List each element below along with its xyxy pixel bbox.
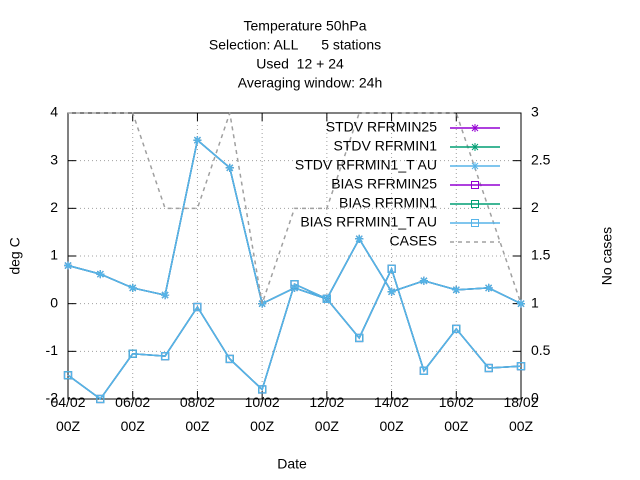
y2-tick-label: 1.5 (531, 247, 551, 263)
legend-label: BIAS RFRMIN25 (331, 176, 437, 192)
marker (387, 264, 396, 273)
marker (225, 163, 234, 172)
marker (419, 366, 429, 375)
legend-label: BIAS RFRMIN1 (339, 195, 437, 211)
y-tick-label: 0 (50, 294, 58, 310)
x-axis-label: Date (277, 456, 307, 472)
x-tick-label: 14/02 00Z (374, 394, 410, 434)
marker (484, 283, 493, 292)
marker (64, 261, 72, 270)
legend-marker (471, 124, 479, 132)
legend-marker (471, 181, 479, 189)
marker (419, 276, 428, 285)
x-tick-label: 16/02 00Z (438, 394, 474, 434)
x-tick-label: 10/02 00Z (244, 394, 280, 434)
marker (355, 234, 364, 243)
marker (96, 270, 105, 279)
y-tick-label: 4 (50, 104, 58, 120)
marker (452, 285, 461, 294)
legend-label: STDV RFRMIN25 (326, 119, 437, 135)
x-tick-label: 06/02 00Z (115, 394, 151, 434)
y2-tick-label: 1 (531, 294, 539, 310)
legend-label: BIAS RFRMIN1_T AU (300, 214, 437, 230)
marker (160, 352, 170, 361)
x-tick-label: 18/02 00Z (503, 394, 539, 434)
legend-label: CASES (390, 233, 437, 249)
marker (290, 280, 299, 289)
y2-tick-label: 0.5 (531, 342, 551, 358)
marker (484, 363, 493, 373)
legend-label: STDV RFRMIN1 (334, 138, 438, 154)
chart-title: Temperature 50hPa (244, 18, 367, 34)
plot-border (67, 112, 522, 400)
marker (452, 324, 461, 334)
y-tick-label: 1 (50, 247, 58, 263)
marker (355, 333, 364, 343)
y2-tick-label: 3 (531, 104, 539, 120)
marker (63, 371, 73, 380)
marker (193, 302, 202, 312)
legend-label: STDV RFRMIN1_T AU (295, 157, 437, 173)
marker (517, 299, 525, 308)
subtitle: Used 12 + 24 (256, 56, 344, 72)
marker (225, 354, 234, 364)
marker (96, 394, 105, 404)
x-tick-label: 04/02 00Z (50, 394, 86, 434)
y2-tick-label: 2.5 (531, 151, 551, 167)
legend-marker (471, 219, 479, 227)
marker (193, 136, 202, 145)
y-axis-label: deg C (7, 237, 23, 274)
legend-marker (471, 162, 479, 170)
y-tick-label: -1 (46, 342, 59, 358)
marker (516, 362, 526, 371)
marker (322, 294, 331, 303)
y-tick-label: -2 (46, 390, 59, 406)
subtitle: Selection: ALL 5 stations (209, 37, 381, 53)
y-tick-label: 3 (50, 151, 58, 167)
legend-marker (471, 143, 479, 151)
x-tick-label: 12/02 00Z (309, 394, 345, 434)
marker (258, 385, 267, 394)
marker (161, 291, 170, 300)
series-line (68, 112, 522, 304)
y-tick-label: 2 (50, 199, 58, 215)
y2-tick-label: 0 (531, 390, 539, 406)
series-line (67, 266, 522, 401)
y2-tick-label: 2 (531, 199, 539, 215)
marker (128, 283, 137, 292)
marker (128, 349, 137, 358)
y2-axis-label: No cases (599, 227, 615, 285)
marker (387, 287, 396, 296)
x-tick-label: 08/02 00Z (179, 394, 215, 434)
subtitle: Averaging window: 24h (238, 75, 383, 91)
legend-marker (471, 200, 479, 208)
